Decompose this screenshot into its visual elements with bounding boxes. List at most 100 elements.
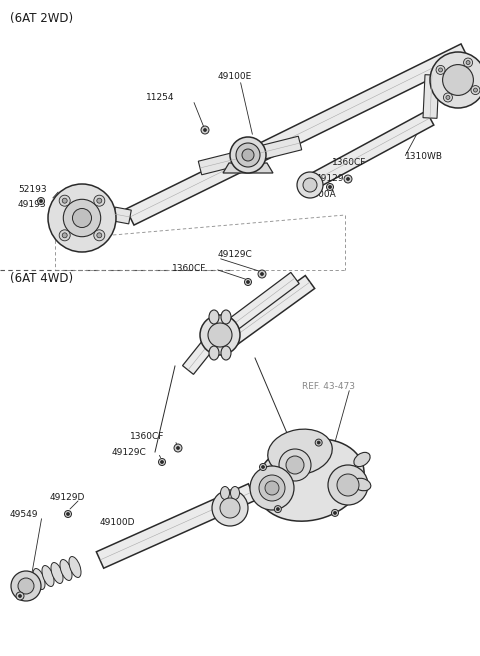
Text: (6AT 2WD): (6AT 2WD) <box>10 12 73 25</box>
Polygon shape <box>231 272 299 329</box>
Circle shape <box>347 178 349 180</box>
Ellipse shape <box>209 310 219 324</box>
Circle shape <box>466 60 470 64</box>
Ellipse shape <box>51 563 63 583</box>
Ellipse shape <box>256 439 364 521</box>
Circle shape <box>201 126 209 134</box>
Ellipse shape <box>268 429 332 475</box>
Circle shape <box>326 184 334 190</box>
Circle shape <box>439 68 443 72</box>
Circle shape <box>334 512 336 514</box>
Circle shape <box>63 199 101 237</box>
Circle shape <box>67 512 70 516</box>
Circle shape <box>303 178 317 192</box>
Circle shape <box>286 456 304 474</box>
Circle shape <box>275 506 281 512</box>
Polygon shape <box>423 75 439 118</box>
Circle shape <box>317 441 320 444</box>
Circle shape <box>18 578 34 594</box>
Text: 49100E: 49100E <box>218 72 252 81</box>
Circle shape <box>265 481 279 495</box>
Circle shape <box>260 464 266 470</box>
Polygon shape <box>225 276 315 346</box>
Circle shape <box>444 93 453 102</box>
Circle shape <box>436 66 445 74</box>
Circle shape <box>473 88 478 92</box>
Circle shape <box>160 461 164 464</box>
Ellipse shape <box>353 478 371 491</box>
Circle shape <box>59 195 70 206</box>
Polygon shape <box>182 340 214 375</box>
Text: 49100D: 49100D <box>100 518 135 527</box>
Text: 49193: 49193 <box>18 200 47 209</box>
Circle shape <box>258 270 266 278</box>
Circle shape <box>446 96 450 100</box>
Ellipse shape <box>60 560 72 581</box>
Circle shape <box>276 508 279 510</box>
Circle shape <box>19 594 22 598</box>
Circle shape <box>16 592 24 600</box>
Circle shape <box>48 184 116 252</box>
Polygon shape <box>306 111 434 190</box>
Circle shape <box>62 233 67 238</box>
Circle shape <box>177 447 180 449</box>
Text: 49549: 49549 <box>10 510 38 519</box>
Circle shape <box>212 490 248 526</box>
Circle shape <box>208 323 232 347</box>
Polygon shape <box>113 207 132 224</box>
Circle shape <box>443 64 473 95</box>
Text: 49129C: 49129C <box>218 250 253 259</box>
Circle shape <box>279 449 311 481</box>
Circle shape <box>337 474 359 496</box>
Text: 1360CF: 1360CF <box>332 158 366 167</box>
Text: 52193: 52193 <box>18 185 47 194</box>
Ellipse shape <box>42 565 54 586</box>
Text: 1310WB: 1310WB <box>405 152 443 161</box>
Circle shape <box>230 137 266 173</box>
Circle shape <box>97 233 102 238</box>
Circle shape <box>262 466 264 468</box>
Ellipse shape <box>354 453 370 466</box>
Text: (6AT 4WD): (6AT 4WD) <box>10 272 73 285</box>
Circle shape <box>242 149 254 161</box>
Ellipse shape <box>24 571 36 592</box>
Circle shape <box>39 199 43 203</box>
Circle shape <box>97 198 102 203</box>
Polygon shape <box>126 44 469 225</box>
Circle shape <box>261 272 264 276</box>
Polygon shape <box>96 483 256 568</box>
Ellipse shape <box>220 487 229 499</box>
Circle shape <box>328 465 368 505</box>
Text: 49129D: 49129D <box>50 493 85 502</box>
Circle shape <box>332 510 338 516</box>
Circle shape <box>344 175 352 183</box>
Ellipse shape <box>221 346 231 360</box>
Text: 49100A: 49100A <box>302 190 337 199</box>
Circle shape <box>471 85 480 94</box>
Ellipse shape <box>33 569 45 590</box>
Circle shape <box>200 315 240 355</box>
Circle shape <box>220 498 240 518</box>
Circle shape <box>64 510 72 518</box>
Polygon shape <box>223 163 273 173</box>
Polygon shape <box>198 136 302 174</box>
Circle shape <box>247 281 250 283</box>
Circle shape <box>62 198 67 203</box>
Text: 1360CF: 1360CF <box>130 432 164 441</box>
Circle shape <box>236 143 260 167</box>
Text: 11254: 11254 <box>146 93 175 102</box>
Circle shape <box>464 58 473 67</box>
Text: 49129C: 49129C <box>112 448 147 457</box>
Circle shape <box>430 52 480 108</box>
Text: 1360CF: 1360CF <box>172 264 206 273</box>
Circle shape <box>94 195 105 206</box>
Circle shape <box>315 439 322 446</box>
Circle shape <box>94 230 105 241</box>
Circle shape <box>297 172 323 198</box>
Circle shape <box>59 230 70 241</box>
Circle shape <box>328 186 332 188</box>
Circle shape <box>72 209 92 228</box>
Ellipse shape <box>230 487 240 499</box>
Circle shape <box>158 459 166 466</box>
Text: 49129: 49129 <box>316 174 345 183</box>
